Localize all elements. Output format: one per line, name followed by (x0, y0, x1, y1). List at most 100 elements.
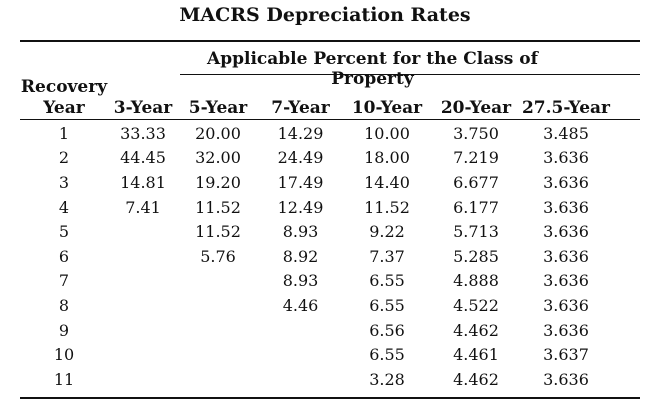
rate-cell: 7.41 (125, 197, 161, 217)
rate-cell (108, 269, 178, 294)
recovery-year-cell: 9 (58, 320, 70, 340)
column-header-27-5-year: 27.5-Year (521, 98, 611, 118)
rate-cell: 14.81 (120, 172, 166, 192)
depreciation-table: 1 33.33 20.00 14.29 10.00 3.750 3.485 2 44.45 32.… (20, 121, 611, 392)
rate-cell: 4.461 (453, 345, 499, 365)
rate-cell: 3.636 (543, 295, 589, 315)
table-row: 1 33.33 20.00 14.29 10.00 3.750 3.485 (20, 121, 611, 146)
column-header-3-year: 3-Year (113, 98, 173, 118)
rate-cell (108, 293, 178, 318)
rate-cell: 3.636 (543, 172, 589, 192)
recovery-year-cell: 10 (53, 345, 75, 365)
rate-cell: 3.636 (543, 222, 589, 242)
recovery-year-cell: 7 (58, 271, 70, 291)
table-row: 11 3.28 4.462 3.636 (20, 367, 611, 392)
recovery-header: Recovery (20, 77, 108, 97)
rate-cell: 10.00 (364, 123, 410, 143)
rate-cell: 4.46 (282, 295, 319, 315)
rate-cell: 5.285 (453, 246, 499, 266)
rate-cell: 5.76 (200, 246, 236, 266)
table-row: 3 14.81 19.20 17.49 14.40 6.677 3.636 (20, 170, 611, 195)
rate-cell: 6.55 (369, 271, 405, 291)
rate-cell: 11.52 (195, 197, 241, 217)
rate-cell: 6.55 (369, 345, 405, 365)
rate-cell: 8.92 (282, 246, 319, 266)
rate-cell: 3.636 (543, 271, 589, 291)
rate-cell: 3.750 (453, 123, 499, 143)
header-rule (20, 119, 640, 120)
top-rule (20, 40, 640, 42)
rate-cell: 3.636 (543, 197, 589, 217)
rate-cell: 3.636 (543, 320, 589, 340)
rate-cell (178, 367, 258, 392)
rate-cell (108, 318, 178, 343)
rate-cell: 6.177 (453, 197, 499, 217)
rate-cell (258, 367, 343, 392)
table-title: MACRS Depreciation Rates (179, 4, 471, 26)
rate-cell: 3.637 (543, 345, 589, 365)
bottom-rule (20, 397, 640, 399)
table-row: 9 6.56 4.462 3.636 (20, 318, 611, 343)
rate-cell: 12.49 (277, 197, 324, 217)
year-header: Year (43, 98, 85, 118)
rate-cell: 6.55 (369, 295, 405, 315)
rate-cell: 4.522 (453, 295, 499, 315)
rate-cell (108, 367, 178, 392)
rate-cell: 4.462 (453, 369, 499, 389)
table-row: 10 6.55 4.461 3.637 (20, 342, 611, 367)
rate-cell: 20.00 (195, 123, 241, 143)
rate-cell (108, 342, 178, 367)
rate-cell (108, 244, 178, 269)
rate-cell: 11.52 (195, 222, 241, 242)
recovery-year-cell: 5 (58, 222, 70, 242)
subheader-rule (180, 74, 640, 75)
column-header-10-year: 10-Year (351, 98, 423, 118)
table-row: 2 44.45 32.00 24.49 18.00 7.219 3.636 (20, 146, 611, 171)
rate-cell: 3.28 (369, 369, 405, 389)
rate-cell (178, 293, 258, 318)
recovery-year-cell: 3 (58, 172, 70, 192)
rate-cell: 6.677 (453, 172, 499, 192)
table-row: 4 7.41 11.52 12.49 11.52 6.177 3.636 (20, 195, 611, 220)
rate-cell: 18.00 (364, 148, 410, 168)
rate-cell: 7.219 (453, 148, 499, 168)
rate-cell: 6.56 (369, 320, 405, 340)
rate-cell: 17.49 (277, 172, 324, 192)
recovery-year-cell: 8 (58, 295, 70, 315)
rate-cell: 33.33 (120, 123, 166, 143)
rate-cell: 3.485 (543, 123, 589, 143)
recovery-year-cell: 4 (58, 197, 70, 217)
recovery-year-cell: 2 (58, 148, 70, 168)
rate-cell: 4.888 (453, 271, 499, 291)
rate-cell: 8.93 (282, 271, 319, 291)
rate-cell (258, 318, 343, 343)
column-group-header: Applicable Percent for the Class of Prop… (207, 49, 538, 89)
rate-cell: 4.462 (453, 320, 499, 340)
table-row: 5 11.52 8.93 9.22 5.713 3.636 (20, 219, 611, 244)
rate-cell: 7.37 (369, 246, 405, 266)
rate-cell (178, 269, 258, 294)
recovery-year-cell: 11 (53, 369, 75, 389)
rate-cell (178, 318, 258, 343)
rate-cell: 32.00 (195, 148, 241, 168)
rate-cell: 3.636 (543, 369, 589, 389)
rate-cell: 14.40 (364, 172, 410, 192)
table-row: 8 4.46 6.55 4.522 3.636 (20, 293, 611, 318)
column-header-5-year: 5-Year (188, 98, 248, 118)
rate-cell: 44.45 (120, 148, 166, 168)
rate-cell: 11.52 (364, 197, 410, 217)
rate-cell (258, 342, 343, 367)
rate-cell: 8.93 (282, 222, 319, 242)
rate-cell: 5.713 (453, 222, 499, 242)
rate-cell: 3.636 (543, 148, 589, 168)
rate-cell: 24.49 (277, 148, 324, 168)
table-row: 7 8.93 6.55 4.888 3.636 (20, 269, 611, 294)
rate-cell: 9.22 (369, 222, 405, 242)
column-header-7-year: 7-Year (271, 98, 330, 118)
rate-cell (178, 342, 258, 367)
rate-cell (108, 219, 178, 244)
recovery-year-cell: 6 (58, 246, 70, 266)
column-header-20-year: 20-Year (440, 98, 512, 118)
recovery-year-cell: 1 (58, 123, 70, 143)
rate-cell: 19.20 (195, 172, 241, 192)
